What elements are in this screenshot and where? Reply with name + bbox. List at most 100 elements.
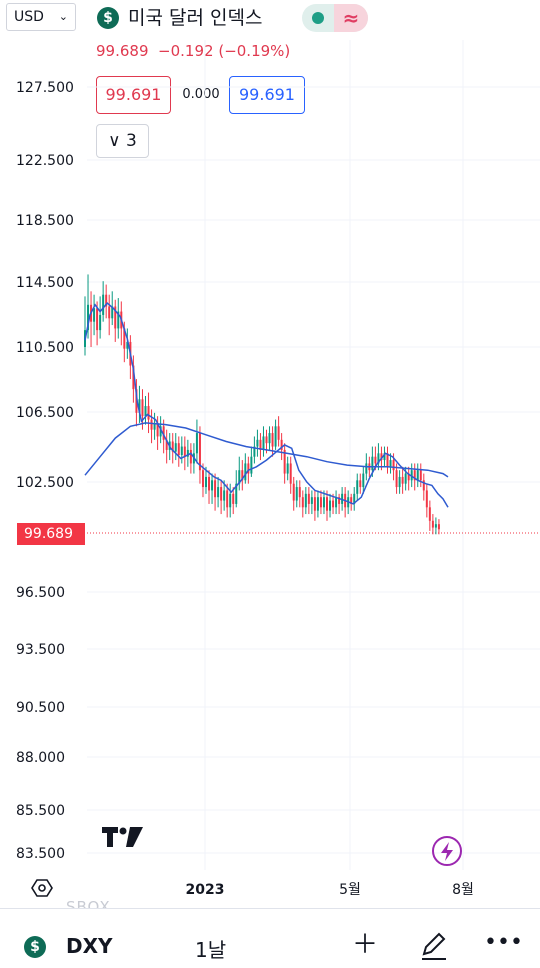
candle-body <box>259 439 262 450</box>
y-tick-label: 90.500 <box>16 700 65 716</box>
indicators-toggle-button[interactable]: ∨ 3 <box>96 124 149 158</box>
candle-body <box>350 497 353 504</box>
currency-select[interactable]: USD ⌄ <box>6 3 76 31</box>
candle-body <box>301 497 304 508</box>
symbol-dollar-icon: $ <box>97 7 119 29</box>
symbol-title[interactable]: 미국 달러 인덱스 <box>128 7 263 29</box>
candle-body <box>244 463 247 481</box>
candle-body <box>362 473 365 488</box>
y-tick-label: 88.000 <box>16 750 65 766</box>
candle-body <box>159 426 162 437</box>
candle-body <box>217 487 220 498</box>
y-tick-label: 127.500 <box>16 80 74 96</box>
candle-body <box>416 470 419 481</box>
candle-body <box>371 456 374 471</box>
candle-body <box>410 470 413 481</box>
candle-body <box>304 493 307 508</box>
candle-body <box>165 439 168 450</box>
candle-body <box>265 436 268 444</box>
candle-body <box>229 493 232 508</box>
candle-body <box>105 294 108 307</box>
candle-body <box>431 520 434 528</box>
price-chart[interactable]: 127.500 122.500 118.500 114.500 110.500 106.5… <box>0 0 540 900</box>
chevron-down-icon: ∨ <box>108 131 121 151</box>
currency-value: USD <box>14 9 44 25</box>
price-change: −0.192 <box>158 42 214 60</box>
candle-body <box>389 460 392 467</box>
candle-body <box>289 463 292 484</box>
candle-body <box>241 470 244 481</box>
candle-body <box>422 480 425 491</box>
candle-body <box>153 422 156 430</box>
candle-body <box>189 449 192 464</box>
more-menu-icon[interactable]: ••• <box>484 930 523 955</box>
price-change-pct: (−0.19%) <box>218 42 291 60</box>
candle-body <box>102 294 105 315</box>
x-tick-label: 2023 <box>186 882 225 898</box>
candle-body <box>386 453 389 467</box>
candle-body <box>123 328 126 349</box>
y-tick-label: 106.500 <box>16 405 74 421</box>
candle-body <box>413 470 416 481</box>
candle-body <box>322 497 325 508</box>
candle-body <box>356 480 359 494</box>
symbol-dollar-icon[interactable]: $ <box>24 936 46 958</box>
quote-line: 99.689 −0.192 (−0.19%) <box>96 42 290 60</box>
candle-body <box>392 460 395 471</box>
flash-icon[interactable] <box>431 835 463 867</box>
candle-body <box>211 480 214 491</box>
candle-body <box>377 453 380 464</box>
candle-body <box>398 476 401 488</box>
sell-button[interactable]: 99.691 <box>96 76 171 114</box>
candle-body <box>144 406 147 417</box>
candle-body <box>437 524 440 530</box>
buy-button[interactable]: 99.691 <box>229 76 305 114</box>
interval-button[interactable]: 1날 <box>195 938 227 962</box>
add-icon[interactable]: ＋ <box>351 930 378 960</box>
candle-body <box>428 507 431 521</box>
x-axis: 2023 5월 8월 <box>186 882 474 898</box>
symbol-ticker-button[interactable]: DXY <box>66 934 113 958</box>
candle-body <box>256 439 259 447</box>
candle-body <box>292 483 295 501</box>
candle-body <box>93 308 96 322</box>
candle-body <box>223 490 226 501</box>
candle-body <box>280 439 283 450</box>
candle-body <box>141 399 144 417</box>
candle-body <box>138 399 141 413</box>
candle-body <box>108 306 111 319</box>
y-tick-label: 102.500 <box>16 475 74 491</box>
candle-body <box>268 433 271 444</box>
y-tick-label: 110.500 <box>16 340 74 356</box>
x-tick-label: 8월 <box>452 882 474 898</box>
candle-body <box>96 308 99 331</box>
y-axis: 127.500 122.500 118.500 114.500 110.500 106.5… <box>16 80 74 862</box>
candle-body <box>271 433 274 447</box>
candle-body <box>162 426 165 440</box>
candle-body <box>156 422 159 437</box>
candle-body <box>186 449 189 457</box>
settings-icon[interactable] <box>31 877 53 899</box>
ma-fast-line <box>84 302 449 508</box>
candle-body <box>253 446 256 457</box>
candle-body <box>174 443 177 452</box>
candle-body <box>298 487 301 498</box>
candle-body <box>117 311 120 329</box>
y-tick-label: 93.500 <box>16 642 65 658</box>
candle-body <box>220 487 223 501</box>
y-tick-label: 83.500 <box>16 846 65 862</box>
candle-body <box>205 476 207 488</box>
candle-body <box>319 497 322 508</box>
candle-body <box>226 490 229 508</box>
candle-body <box>307 493 310 504</box>
candle-body <box>374 456 377 464</box>
candle-body <box>250 456 253 474</box>
candle-body <box>126 341 129 349</box>
candle-body <box>99 314 102 331</box>
market-status-pill[interactable]: ≈ <box>302 4 368 32</box>
candle-body <box>235 483 238 504</box>
drawing-pencil-icon[interactable] <box>418 930 450 962</box>
candle-body <box>87 304 90 331</box>
candle-body <box>183 446 186 457</box>
bottom-toolbar <box>0 908 540 968</box>
